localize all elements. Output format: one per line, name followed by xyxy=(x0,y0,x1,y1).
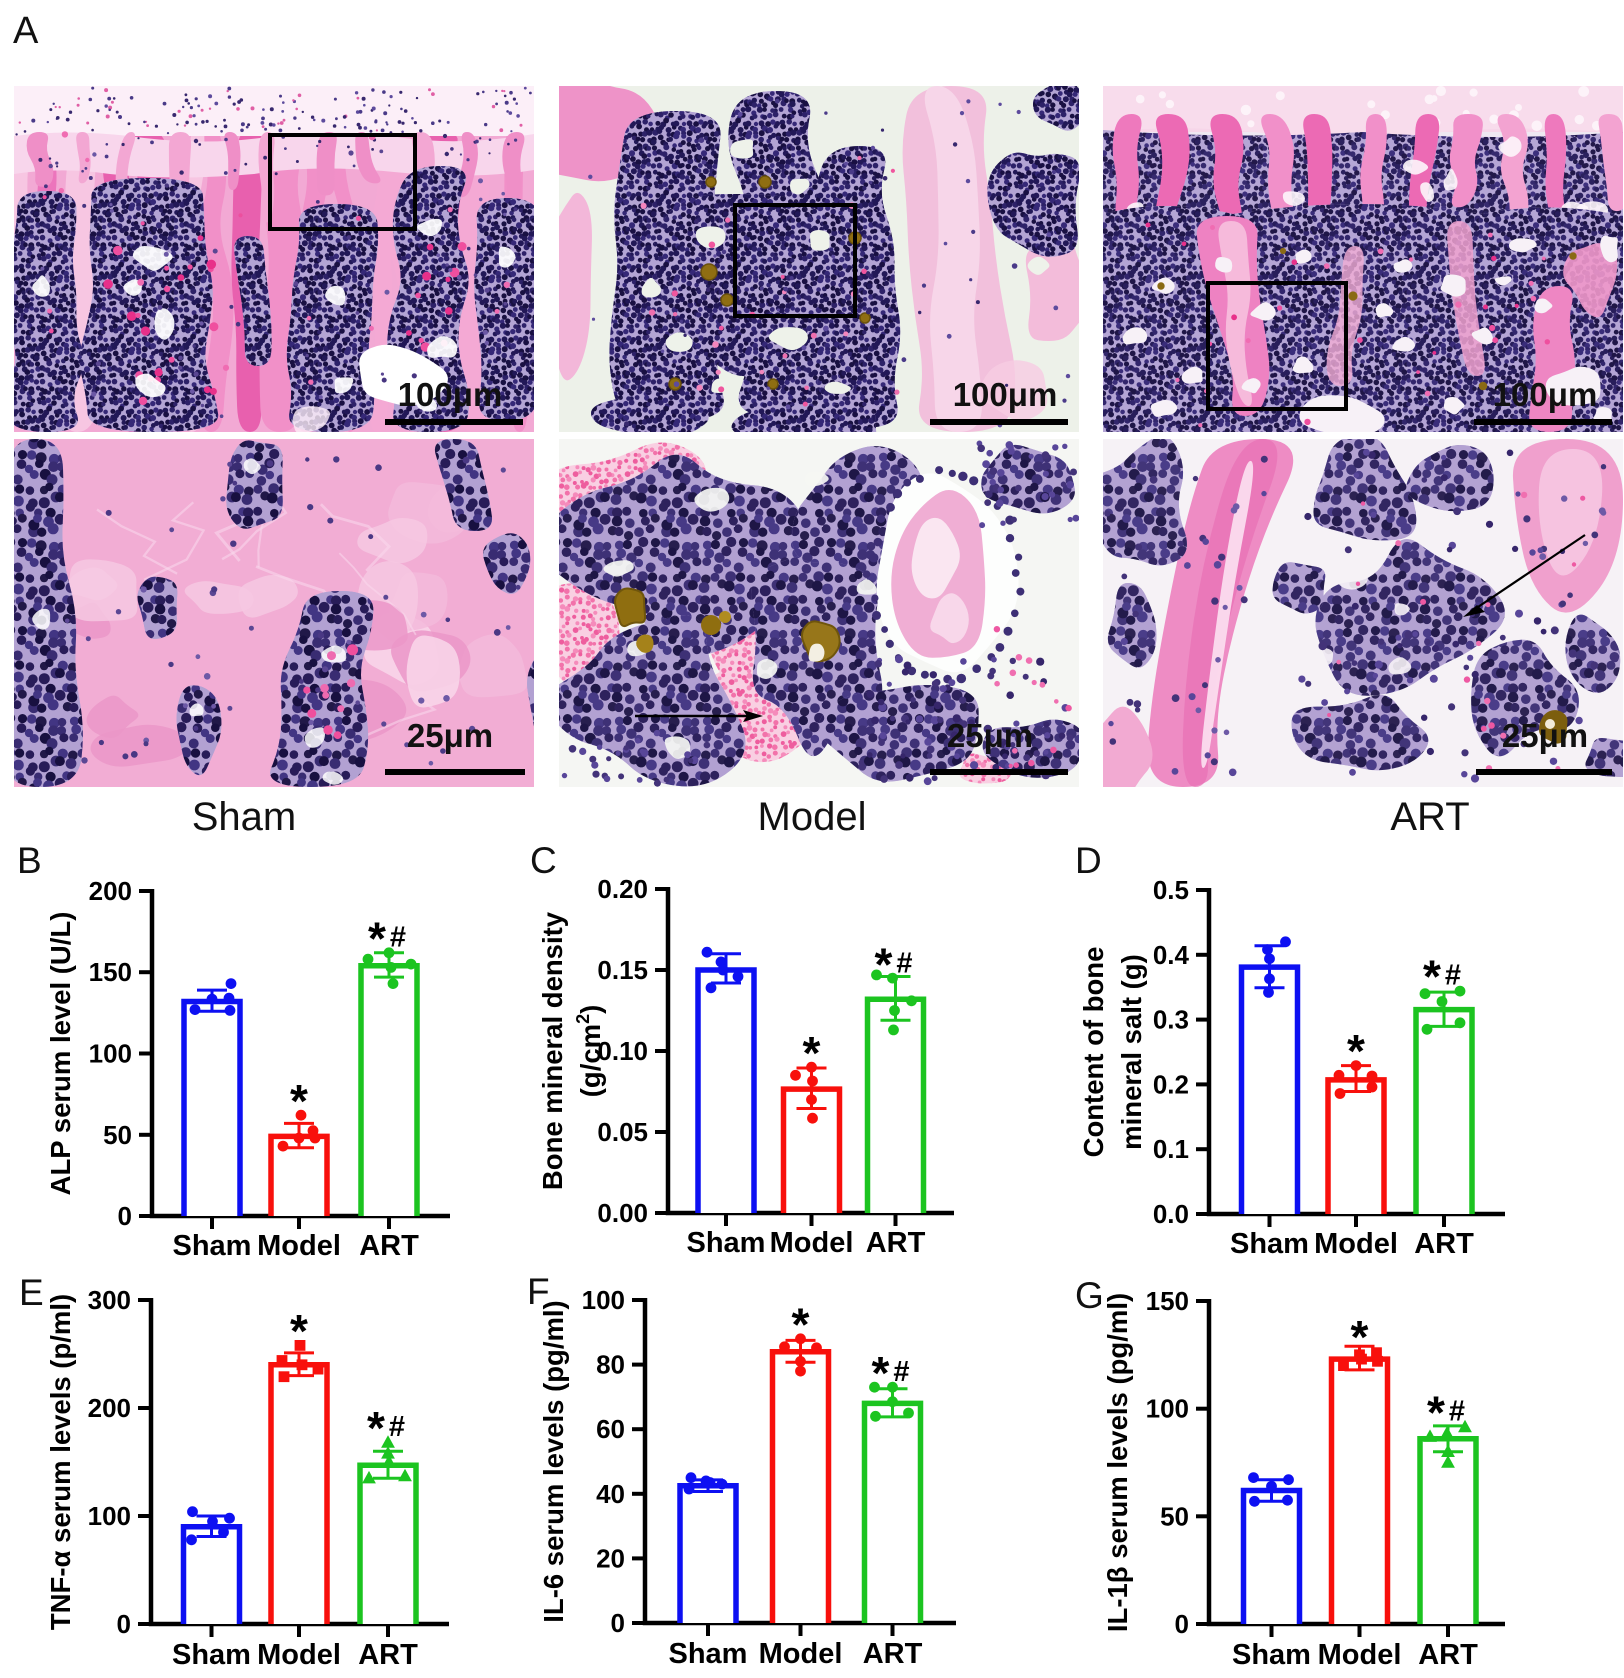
svg-text:Sham: Sham xyxy=(669,1638,748,1670)
svg-text:0.05: 0.05 xyxy=(597,1117,648,1147)
svg-text:150: 150 xyxy=(89,957,132,987)
svg-text:mineral salt (g): mineral salt (g) xyxy=(1116,954,1147,1150)
svg-text:*: * xyxy=(803,1027,821,1079)
svg-text:Sham: Sham xyxy=(687,1227,766,1259)
svg-text:ART: ART xyxy=(863,1638,923,1670)
svg-text:*: * xyxy=(290,1305,308,1357)
svg-text:Model: Model xyxy=(257,1639,341,1671)
svg-text:0: 0 xyxy=(118,1201,132,1231)
svg-text:Content of bone: Content of bone xyxy=(1078,947,1109,1158)
svg-text:C: C xyxy=(530,840,557,881)
svg-text:Model: Model xyxy=(759,1638,843,1670)
svg-text:200: 200 xyxy=(89,876,132,906)
svg-text:25μm: 25μm xyxy=(947,717,1033,754)
svg-text:0.10: 0.10 xyxy=(597,1036,648,1066)
svg-text:*: * xyxy=(290,1075,308,1127)
svg-text:IL-1β serum levels (pg/ml): IL-1β serum levels (pg/ml) xyxy=(1102,1293,1133,1632)
svg-text:60: 60 xyxy=(596,1414,625,1444)
svg-text:25μm: 25μm xyxy=(1502,717,1588,754)
svg-text:50: 50 xyxy=(103,1120,132,1150)
svg-text:200: 200 xyxy=(88,1393,131,1423)
svg-text:ART: ART xyxy=(866,1227,926,1259)
svg-text:0: 0 xyxy=(1175,1609,1189,1639)
svg-text:100μm: 100μm xyxy=(398,376,503,413)
svg-text:0.20: 0.20 xyxy=(597,874,648,904)
svg-text:0: 0 xyxy=(117,1609,131,1639)
svg-text:F: F xyxy=(527,1271,550,1312)
svg-text:Sham: Sham xyxy=(172,1639,251,1671)
svg-text:0.4: 0.4 xyxy=(1153,940,1190,970)
svg-text:100: 100 xyxy=(88,1501,131,1531)
svg-text:100μm: 100μm xyxy=(953,376,1058,413)
svg-text:A: A xyxy=(13,10,39,52)
svg-text:G: G xyxy=(1075,1275,1104,1316)
svg-text:ART: ART xyxy=(1414,1228,1474,1260)
svg-text:Sham: Sham xyxy=(1232,1639,1311,1671)
svg-text:25μm: 25μm xyxy=(407,717,493,754)
svg-text:0.3: 0.3 xyxy=(1153,1005,1189,1035)
svg-text:Model: Model xyxy=(1318,1639,1402,1671)
svg-text:Bone mineral density: Bone mineral density xyxy=(537,911,568,1190)
svg-text:100: 100 xyxy=(1146,1394,1189,1424)
svg-text:*: * xyxy=(792,1298,810,1350)
svg-text:300: 300 xyxy=(88,1285,131,1315)
svg-text:0: 0 xyxy=(611,1608,625,1638)
svg-text:D: D xyxy=(1075,840,1102,881)
svg-text:Model: Model xyxy=(758,795,867,839)
svg-text:20: 20 xyxy=(596,1543,625,1573)
svg-text:Sham: Sham xyxy=(173,1230,252,1262)
svg-text:Model: Model xyxy=(1314,1228,1398,1260)
svg-text:Model: Model xyxy=(257,1230,341,1262)
svg-text:ART: ART xyxy=(359,1230,419,1262)
svg-text:100: 100 xyxy=(89,1039,132,1069)
svg-text:*: * xyxy=(1347,1025,1365,1077)
svg-text:100: 100 xyxy=(582,1285,625,1315)
svg-text:40: 40 xyxy=(596,1479,625,1509)
svg-text:150: 150 xyxy=(1146,1286,1189,1316)
svg-text:*: * xyxy=(1351,1311,1369,1363)
svg-text:0.15: 0.15 xyxy=(597,955,648,985)
svg-text:B: B xyxy=(17,840,42,881)
svg-text:ART: ART xyxy=(1418,1639,1478,1671)
svg-text:TNF-α serum levels (p/ml): TNF-α serum levels (p/ml) xyxy=(45,1294,76,1630)
svg-text:50: 50 xyxy=(1160,1501,1189,1531)
svg-text:0.00: 0.00 xyxy=(597,1198,648,1228)
svg-text:ART: ART xyxy=(1390,795,1469,839)
svg-text:Sham: Sham xyxy=(192,795,297,839)
svg-text:ALP serum level (U/L): ALP serum level (U/L) xyxy=(45,912,76,1196)
svg-text:100μm: 100μm xyxy=(1493,376,1598,413)
svg-text:0.2: 0.2 xyxy=(1153,1069,1189,1099)
svg-text:E: E xyxy=(19,1272,44,1313)
svg-text:IL-6 serum levels (pg/ml): IL-6 serum levels (pg/ml) xyxy=(538,1300,569,1622)
svg-text:80: 80 xyxy=(596,1350,625,1380)
svg-text:0.1: 0.1 xyxy=(1153,1134,1189,1164)
svg-text:0.5: 0.5 xyxy=(1153,875,1189,905)
svg-text:Model: Model xyxy=(770,1227,854,1259)
svg-text:0.0: 0.0 xyxy=(1153,1199,1189,1229)
svg-text:ART: ART xyxy=(358,1639,418,1671)
svg-text:Sham: Sham xyxy=(1230,1228,1309,1260)
